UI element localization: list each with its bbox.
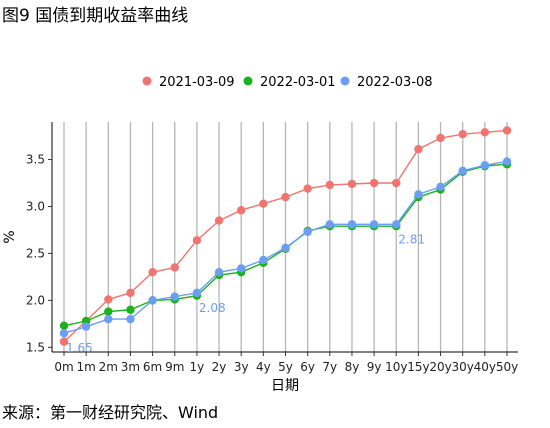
data-point bbox=[237, 206, 246, 215]
data-point bbox=[303, 227, 312, 237]
source-note: 来源：第一财经研究院、Wind bbox=[2, 403, 219, 422]
data-point bbox=[170, 263, 179, 272]
y-tick-label: 2.5 bbox=[26, 246, 45, 260]
data-point bbox=[126, 305, 135, 314]
data-point bbox=[170, 292, 179, 301]
x-tick-label: 6y bbox=[300, 360, 315, 374]
data-point bbox=[480, 160, 490, 170]
data-label: 2.08 bbox=[199, 301, 226, 315]
x-tick-label: 2y bbox=[212, 360, 227, 374]
data-point bbox=[148, 296, 157, 305]
data-point bbox=[347, 220, 357, 229]
data-point bbox=[192, 288, 202, 298]
x-axis-title: 日期 bbox=[271, 378, 299, 394]
x-tick-label: 20y bbox=[429, 360, 451, 374]
series-lines bbox=[59, 126, 512, 346]
data-point bbox=[281, 192, 290, 202]
x-tick-label: 7y bbox=[322, 360, 337, 374]
data-point bbox=[502, 157, 512, 166]
data-point bbox=[281, 243, 290, 252]
data-point bbox=[259, 255, 268, 265]
data-point bbox=[369, 178, 379, 188]
x-tick-label: 3y bbox=[234, 360, 249, 374]
x-tick-label: 9m bbox=[165, 360, 184, 374]
x-tick-label: 50y bbox=[496, 360, 518, 374]
figure-title: 图9 国债到期收益率曲线 bbox=[2, 6, 189, 26]
data-point bbox=[392, 220, 401, 229]
data-point bbox=[192, 236, 202, 245]
legend-label: 2022-03-08 bbox=[357, 75, 433, 90]
y-tick-label: 2.0 bbox=[26, 293, 45, 307]
data-point bbox=[126, 288, 135, 298]
data-point bbox=[325, 220, 334, 229]
legend-marker bbox=[142, 76, 152, 86]
data-point bbox=[126, 314, 135, 324]
x-tick-label: 5y bbox=[278, 360, 293, 374]
data-point bbox=[259, 199, 268, 208]
data-point bbox=[480, 128, 490, 137]
data-point bbox=[414, 190, 423, 199]
data-point bbox=[392, 178, 401, 188]
data-point bbox=[347, 179, 357, 189]
x-tick-label: 4y bbox=[256, 360, 271, 374]
data-point bbox=[104, 314, 113, 324]
legend-label: 2021-03-09 bbox=[159, 75, 235, 90]
data-point bbox=[237, 264, 246, 273]
x-tick-label: 3m bbox=[121, 360, 140, 374]
x-tick-label: 8y bbox=[345, 360, 360, 374]
y-tick-label: 3.0 bbox=[26, 199, 45, 213]
legend-marker bbox=[340, 76, 350, 86]
x-tick-label: 6m bbox=[143, 360, 162, 374]
data-point bbox=[436, 133, 445, 143]
data-point bbox=[502, 126, 512, 135]
x-tick-label: 10y bbox=[385, 360, 407, 374]
data-point bbox=[148, 268, 157, 277]
data-point bbox=[369, 220, 379, 229]
data-point bbox=[59, 329, 69, 338]
data-label: 1.65 bbox=[66, 341, 93, 355]
x-tick-label: 1y bbox=[190, 360, 205, 374]
legend-label: 2022-03-01 bbox=[260, 75, 336, 90]
data-point bbox=[81, 322, 91, 331]
y-tick-label: 3.5 bbox=[26, 153, 45, 167]
y-tick-label: 1.5 bbox=[26, 340, 45, 354]
x-tick-label: 9y bbox=[367, 360, 382, 374]
x-tick-label: 1m bbox=[76, 360, 95, 374]
data-point bbox=[303, 184, 312, 193]
data-point bbox=[458, 130, 467, 139]
data-point bbox=[104, 307, 113, 316]
x-tick-label: 15y bbox=[407, 360, 429, 374]
data-point bbox=[59, 337, 69, 346]
data-point bbox=[458, 166, 467, 176]
x-tick-label: 30y bbox=[452, 360, 474, 374]
data-point bbox=[104, 295, 113, 304]
x-tick-label: 0m bbox=[54, 360, 73, 374]
x-tick-label: 2m bbox=[99, 360, 118, 374]
data-point bbox=[59, 321, 69, 330]
x-tick-label: 40y bbox=[474, 360, 496, 374]
data-point bbox=[214, 268, 224, 277]
legend-marker bbox=[243, 76, 253, 86]
data-point bbox=[436, 182, 445, 191]
legend: 2021-03-09 2022-03-01 2022-03-08 bbox=[142, 75, 433, 90]
data-label: 2.81 bbox=[398, 232, 425, 246]
y-axis-title: % bbox=[2, 230, 18, 243]
data-annotations: 1.65 2.08 2.81 bbox=[66, 232, 425, 355]
data-point bbox=[214, 216, 224, 225]
data-point bbox=[325, 180, 334, 190]
data-point bbox=[414, 145, 423, 154]
axes: 1.5 2.0 2.5 3.0 3.5 0m 1m 2m 3m 6m 9m 1y 2y 3y 4y 5y 6y 7… bbox=[26, 122, 518, 374]
